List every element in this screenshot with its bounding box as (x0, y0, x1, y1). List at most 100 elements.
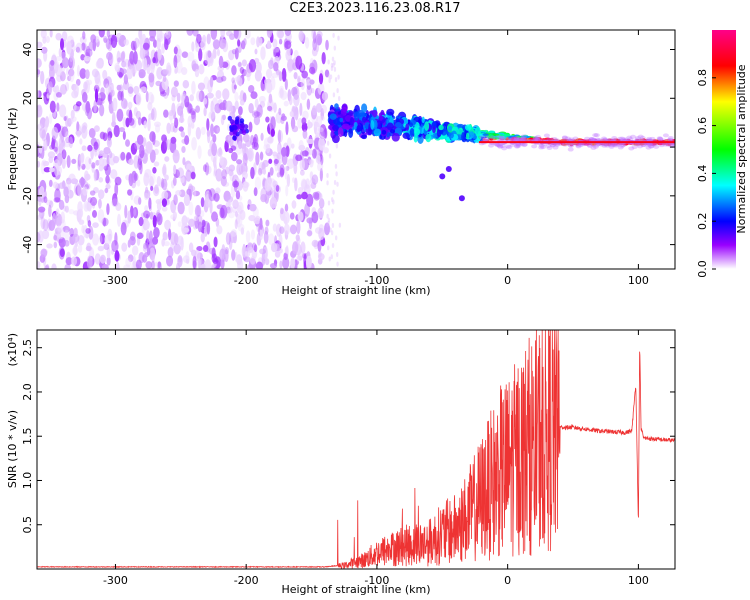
spectrogram-noise-cell (137, 116, 142, 126)
spectrogram-halo-cell (513, 137, 520, 142)
spectrogram-halo-cell (567, 142, 574, 147)
spectrogram-noise-cell (181, 51, 189, 59)
spectrogram-halo-cell (586, 142, 593, 147)
spectrogram-noise-cell (46, 243, 53, 249)
spectrogram-noise-cell (327, 245, 330, 251)
spectrogram-noise-cell (81, 224, 85, 234)
spectrogram-noise-cell (311, 174, 319, 185)
spectrogram-noise-cell (166, 139, 171, 151)
snr-ytick-label: 1.0 (21, 472, 34, 490)
spectrogram-noise-cell (315, 33, 323, 46)
spectrogram-noise-cell (116, 84, 122, 91)
spectrogram-noise-cell (260, 46, 266, 60)
spectrogram-noise-cell (106, 127, 113, 141)
spectrogram-noise-cell (288, 95, 293, 106)
spectrogram-noise-cell (200, 210, 205, 218)
spectrogram-noise-cell (123, 74, 129, 85)
spectrogram-noise-cell (212, 133, 217, 143)
spectrogram-noise-cell (192, 30, 199, 37)
spectrogram-noise-cell (153, 227, 160, 239)
spectrogram-halo-cell (620, 137, 627, 142)
spectrogram-noise-cell (337, 74, 340, 80)
spectrogram-halo-cell (662, 142, 669, 147)
spectrogram-noise-cell (84, 69, 90, 80)
spectrogram-noise-cell (176, 167, 185, 179)
spectrogram-halo-cell (617, 136, 624, 141)
spectrogram-noise-cell (276, 172, 281, 178)
spectrogram-noise-cell (39, 185, 45, 199)
spectrogram-noise-cell (143, 57, 148, 71)
spectrogram-noise-cell (212, 48, 217, 59)
spectrogram-noise-cell (293, 71, 298, 80)
spectrogram-signal-cell (391, 132, 400, 142)
spectrogram-noise-cell (161, 178, 168, 191)
spectrogram-noise-cell (203, 226, 208, 237)
spectrogram-noise-cell (248, 103, 254, 114)
spectrogram-noise-cell (215, 168, 223, 182)
spectrogram-noise-cell (120, 151, 126, 161)
snr-xlabel: Height of straight line (km) (281, 583, 430, 596)
spectrogram-halo-cell (499, 143, 506, 148)
spectrogram-noise-cell (38, 144, 43, 154)
spectrogram-noise-cell (225, 100, 233, 112)
spectrogram-noise-cell (128, 109, 133, 123)
spectrogram-noise-cell (251, 141, 255, 150)
spectrogram-noise-cell (194, 204, 202, 218)
spectrogram-noise-cell (73, 83, 79, 98)
spectrogram-noise-cell (307, 119, 311, 130)
spectrogram-noise-cell (109, 151, 113, 159)
spectrogram-noise-cell (279, 164, 285, 176)
spectrogram-noise-cell (127, 254, 134, 262)
spectrogram-noise-cell (206, 33, 211, 45)
spectrogram-noise-cell (139, 161, 143, 175)
spectrogram-noise-cell (168, 109, 174, 117)
spectrogram-noise-cell (139, 47, 146, 60)
spectrogram-halo-cell (561, 142, 568, 147)
spectrogram-halo-cell (628, 146, 635, 151)
spectrogram-frame (36, 29, 676, 270)
spectrogram-halo-cell (495, 134, 502, 139)
spectrogram-noise-cell (315, 154, 321, 164)
spectrogram-noise-cell (94, 70, 99, 79)
spectrogram-noise-cell (102, 152, 109, 158)
spectrogram-noise-cell (61, 149, 67, 160)
spectrogram-noise-cell (152, 167, 157, 174)
spectrogram-noise-cell (56, 102, 60, 112)
spectrogram-noise-cell (112, 193, 118, 207)
spectrogram-noise-cell (40, 248, 48, 258)
spectrogram-noise-cell (65, 81, 70, 92)
spectrogram-noise-cell (224, 246, 230, 255)
spectrogram-noise-cell (209, 76, 214, 88)
spectrogram-signal-cell (464, 124, 472, 131)
spectrogram-halo-cell (479, 135, 486, 140)
spectrogram-halo-cell (637, 144, 644, 149)
spectrogram-noise-cell (148, 173, 156, 185)
spectrogram-signal-cell (467, 131, 475, 138)
spectrogram-signal-cell (409, 127, 415, 137)
spectrogram-noise-cell (85, 227, 91, 234)
spectrogram-noise-cell (326, 173, 329, 179)
spectrogram-noise-cell (295, 234, 300, 242)
spectrogram-noise-cell (285, 184, 289, 197)
spectrogram-noise-cell (135, 259, 142, 269)
spectrogram-signal-cell (332, 124, 339, 132)
spectrogram-noise-cell (323, 147, 329, 154)
spectrogram-halo-cell (592, 144, 599, 149)
spectrogram-xlabel: Height of straight line (km) (281, 284, 430, 297)
spectrogram-noise-cell (147, 91, 154, 105)
spectrogram-noise-cell (145, 91, 149, 103)
spectrogram-noise-cell (104, 187, 109, 194)
spectrogram-halo-cell (606, 138, 613, 143)
spectrogram-noise-cell (239, 209, 246, 221)
spectrogram-noise-cell (170, 241, 175, 253)
spectrogram-noise-cell (249, 256, 256, 265)
spectrogram-noise-cell (107, 94, 111, 102)
spectrogram-noise-cell (301, 191, 308, 200)
spectrogram-noise-cell (236, 159, 243, 165)
spectrogram-noise-cell (122, 130, 126, 140)
spectrogram-noise-cell (277, 129, 284, 143)
spectrogram-noise-cell (125, 257, 132, 268)
snr-panel: -300 -200 -100 0 100 0.5 1.0 1.5 2.0 2.5 Height o… (6, 329, 676, 596)
spectrogram-noise-cell (148, 72, 155, 83)
